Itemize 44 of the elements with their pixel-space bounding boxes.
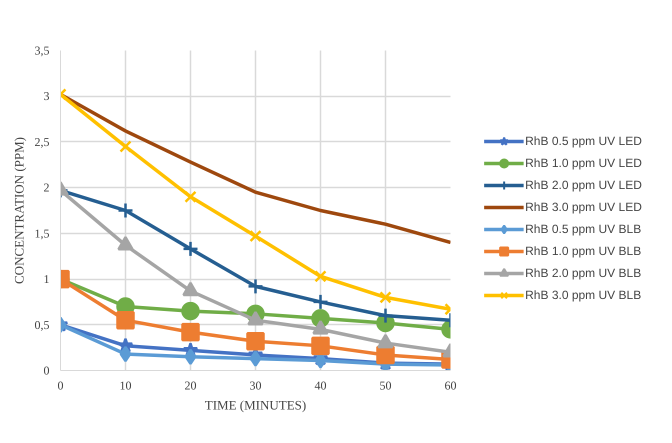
legend-label: RhB 2.0 ppm UV LED — [525, 178, 642, 192]
point — [379, 291, 392, 304]
point — [182, 240, 199, 258]
x-tick-label: 10 — [120, 378, 132, 392]
x-tick-label: 30 — [250, 378, 262, 392]
point — [181, 302, 200, 320]
x-tick-label: 50 — [380, 378, 392, 392]
x-tick-label: 40 — [314, 378, 326, 392]
point — [119, 140, 132, 153]
legend-label: RhB 1.0 ppm UV LED — [525, 156, 642, 170]
y-tick-label: 0 — [44, 364, 50, 378]
legend-label: RhB 3.0 ppm UV BLB — [525, 288, 642, 302]
point — [377, 307, 394, 324]
y-tick-label: 1,5 — [34, 226, 50, 240]
point — [311, 336, 330, 356]
point — [116, 310, 135, 330]
point — [120, 346, 132, 362]
point — [250, 350, 262, 367]
line-series — [60, 92, 450, 244]
point — [314, 270, 327, 283]
legend-label: RhB 1.0 ppm UV BLB — [525, 244, 642, 258]
point — [117, 202, 134, 219]
y-tick-label: 2,5 — [34, 134, 50, 149]
x-tick-label: 20 — [184, 378, 196, 392]
legend-label: RhB 0.5 ppm UV BLB — [525, 222, 642, 236]
x-tick-label: 60 — [444, 378, 456, 392]
y-tick-label: 3,5 — [34, 44, 50, 58]
point — [247, 278, 264, 295]
x-tick-label: 0 — [58, 378, 64, 392]
point — [246, 332, 265, 350]
point — [184, 348, 196, 366]
y-axis-title: CONCENTRATION (PPM) — [12, 137, 26, 284]
y-tick-label: 2 — [44, 180, 50, 195]
point — [312, 294, 329, 310]
point — [184, 190, 197, 203]
y-tick-label: 0,5 — [34, 318, 50, 332]
legend-label: RhB 0.5 ppm UV LED — [525, 134, 642, 148]
point — [249, 230, 262, 242]
x-axis-title: TIME (MINUTES) — [204, 398, 306, 412]
legend-label: RhB 3.0 ppm UV LED — [525, 200, 642, 214]
legend-label: RhB 2.0 ppm UV BLB — [525, 266, 642, 280]
y-tick-label: 3 — [44, 89, 50, 104]
point — [181, 322, 200, 342]
y-tick-label: 1 — [44, 272, 50, 286]
